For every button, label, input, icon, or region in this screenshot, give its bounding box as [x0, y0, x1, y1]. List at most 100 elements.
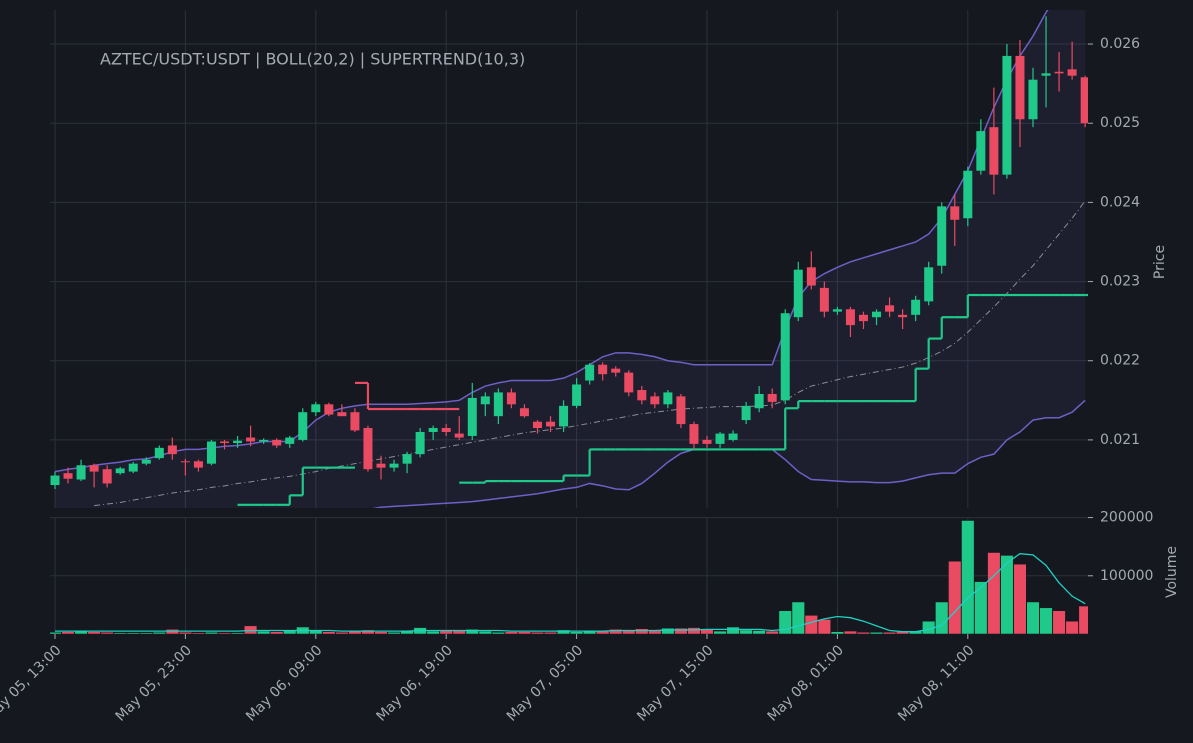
volume-bar: [674, 627, 688, 634]
volume-bar: [961, 520, 975, 634]
volume-bar: [50, 632, 62, 634]
volume-bar: [335, 632, 349, 634]
candle-body: [519, 408, 529, 417]
candle-body: [311, 404, 321, 413]
volume-bar: [504, 631, 518, 634]
volume-bar: [1039, 607, 1053, 634]
volume-bar: [387, 632, 401, 634]
candle-body: [611, 368, 621, 373]
candle-body: [832, 309, 842, 312]
volume-bar: [139, 632, 153, 634]
volume-bar: [491, 632, 505, 634]
volume-bar: [752, 630, 766, 634]
volume-bar: [100, 632, 114, 634]
y-axis-label: Price: [1152, 245, 1168, 279]
volume-bar: [204, 632, 219, 634]
volume-bar: [257, 630, 271, 634]
candle-body: [689, 424, 699, 444]
candle-body: [428, 428, 438, 432]
candle-body: [898, 314, 908, 318]
volume-bar: [191, 632, 205, 634]
y-tick-label: 0.023: [1100, 274, 1140, 290]
chart-title: AZTEC/USDT:USDT | BOLL(20,2) | SUPERTREN…: [100, 50, 525, 69]
volume-bar: [1013, 563, 1027, 634]
volume-bar: [322, 631, 336, 634]
candle-body: [702, 439, 712, 444]
candle-body: [728, 433, 738, 440]
volume-bar: [869, 632, 884, 634]
volume-bar: [974, 581, 988, 634]
volume-bar: [661, 627, 675, 634]
y-tick-label: 0.022: [1100, 353, 1140, 369]
volume-bar: [1000, 555, 1014, 634]
volume-bar: [517, 631, 531, 634]
volume-bar: [61, 631, 75, 634]
volume-bar: [557, 629, 571, 634]
x-tick-label: May 08, 01:00: [765, 642, 847, 724]
volume-bar: [987, 552, 1001, 634]
candle-body: [324, 404, 334, 415]
candle-body: [180, 461, 190, 463]
candle-body: [128, 463, 138, 472]
y2-tick-label: 200000: [1100, 510, 1153, 526]
volume-bar: [739, 629, 753, 634]
candle-body: [272, 439, 282, 446]
volume-bar: [778, 610, 792, 634]
candle-body: [715, 433, 725, 444]
volume-bar: [856, 632, 871, 634]
candle-body: [663, 392, 673, 405]
volume-bar: [478, 630, 492, 634]
candle-body: [780, 313, 790, 401]
candle-body: [1080, 77, 1088, 124]
volume-bar: [217, 632, 232, 634]
volume-bar: [609, 629, 623, 634]
candle-body: [454, 433, 464, 438]
volume-bar: [791, 601, 805, 634]
volume-bar: [113, 632, 127, 634]
candle-body: [532, 421, 542, 429]
candle-body: [415, 431, 425, 455]
volume-bar: [830, 631, 844, 634]
candle-body: [376, 463, 386, 468]
candle-body: [976, 131, 986, 171]
candle-body: [1015, 55, 1025, 120]
candle-body: [337, 412, 347, 417]
candle-body: [572, 384, 582, 406]
candle-body: [637, 390, 647, 401]
volume-bar: [843, 630, 857, 634]
volume-bar: [765, 630, 779, 634]
volume-bar: [687, 627, 701, 634]
candle-body: [937, 206, 947, 266]
candle-body: [102, 469, 112, 484]
candle-body: [872, 311, 882, 318]
candle-body: [220, 441, 230, 444]
candle-body: [741, 405, 751, 421]
candle-body: [350, 412, 360, 431]
y2-tick-label: 100000: [1100, 568, 1153, 584]
candle-body: [63, 473, 73, 479]
volume-bar: [270, 631, 284, 634]
candle-body: [493, 392, 503, 417]
candle-body: [963, 170, 973, 219]
volume-bar: [374, 631, 388, 634]
candle-body: [911, 299, 921, 315]
x-tick-label: May 07, 05:00: [504, 642, 586, 724]
candle-body: [559, 405, 569, 427]
candle-body: [298, 412, 308, 440]
candle-body: [989, 127, 999, 175]
x-tick-label: May 06, 19:00: [374, 642, 456, 724]
volume-bar: [126, 632, 140, 634]
candle-body: [467, 397, 477, 436]
candle-body: [1028, 79, 1038, 120]
candle-body: [233, 440, 243, 444]
candle-body: [650, 396, 660, 405]
candle-body: [402, 454, 412, 464]
candle-body: [793, 269, 803, 318]
volume-bar: [1052, 610, 1066, 634]
candle-body: [389, 463, 399, 468]
x-tick-label: May 05, 23:00: [113, 642, 195, 724]
x-tick-label: May 08, 11:00: [895, 642, 977, 724]
candle-body: [754, 393, 764, 409]
candle-body: [246, 437, 256, 442]
